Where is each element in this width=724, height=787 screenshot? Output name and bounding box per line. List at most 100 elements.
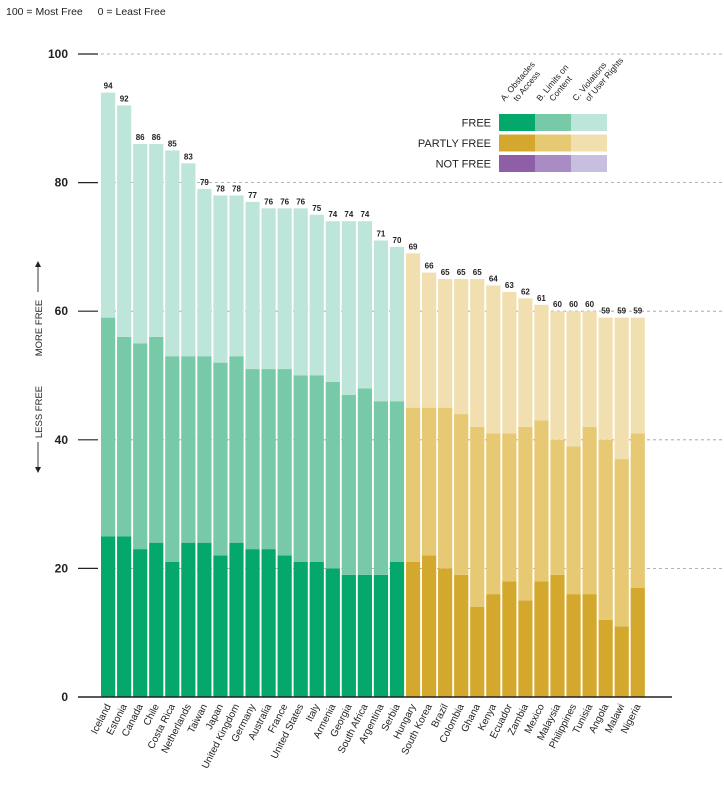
bar-total-label: 74 <box>328 210 337 219</box>
bar-segment <box>325 568 340 697</box>
bar-segment <box>470 279 485 427</box>
bar-segment <box>502 291 517 434</box>
bar-segment <box>422 272 437 408</box>
bar-segment <box>309 214 324 376</box>
y-tick-label: 100 <box>48 47 68 61</box>
bar-segment <box>197 542 212 697</box>
bar-segment <box>534 304 549 421</box>
bar-segment <box>582 311 597 427</box>
bar-segment <box>502 433 517 582</box>
scale-note-most: 100 = Most Free <box>6 6 83 18</box>
bar-segment <box>630 433 645 588</box>
bar-segment <box>101 92 116 318</box>
legend-row-label: FREE <box>462 118 491 130</box>
bar-segment <box>149 542 164 697</box>
bar-segment <box>598 317 613 440</box>
up-arrow-head <box>35 261 41 267</box>
bar-segment <box>229 195 244 357</box>
bar-segment <box>405 561 421 697</box>
bar-segment <box>149 144 164 337</box>
bar-segment <box>245 369 260 550</box>
bar-total-label: 74 <box>344 210 353 219</box>
bar-segment <box>245 201 260 370</box>
bar-segment <box>470 426 485 607</box>
legend-swatch <box>499 155 535 172</box>
bar-total-label: 71 <box>376 229 385 238</box>
bar-segment <box>277 208 292 370</box>
bar-segment <box>405 407 421 562</box>
bar-segment <box>357 388 372 575</box>
bar-segment <box>454 414 469 575</box>
bar-segment <box>117 336 132 537</box>
bar-segment <box>181 542 196 697</box>
bar-segment <box>213 362 228 556</box>
y-tick-label: 60 <box>55 304 69 318</box>
bar-segment <box>261 549 276 697</box>
bar-segment <box>261 208 276 370</box>
bar-segment <box>373 240 389 402</box>
bar-segment <box>566 446 581 595</box>
bar-total-label: 92 <box>120 94 129 103</box>
bar-total-label: 76 <box>264 197 273 206</box>
legend-swatch <box>571 155 607 172</box>
bar-segment <box>277 555 292 697</box>
down-arrow-head <box>35 467 41 473</box>
bar-segment <box>133 549 148 697</box>
bar-total-label: 63 <box>505 281 514 290</box>
bar-segment <box>470 606 485 697</box>
bar-segment <box>486 594 501 697</box>
legend-column-header: C. Violationsof User Rights <box>570 49 625 109</box>
legend-column-header: A. Obstaclesto Access <box>498 60 544 110</box>
legend-column-header: B. Limits onContent <box>534 62 578 109</box>
bar-segment <box>598 619 613 697</box>
bar-total-label: 78 <box>216 184 225 193</box>
y-tick-label: 0 <box>61 690 68 704</box>
bar-segment <box>101 317 116 537</box>
bar-total-label: 65 <box>441 268 450 277</box>
bar-segment <box>502 581 517 697</box>
bar-segment <box>165 150 180 357</box>
side-label-more-free: MORE FREE <box>34 300 45 356</box>
side-label-less-free: LESS FREE <box>34 386 45 438</box>
y-tick-label: 80 <box>55 176 69 190</box>
bar-segment <box>614 459 629 627</box>
bar-total-label: 59 <box>617 307 626 316</box>
y-tick-label: 20 <box>55 561 69 575</box>
bar-segment <box>293 561 308 697</box>
bar-segment <box>341 574 356 697</box>
bar-total-label: 59 <box>601 307 610 316</box>
bar-segment <box>630 587 645 697</box>
legend-row-label: PARTLY FREE <box>418 138 491 150</box>
bar-segment <box>389 246 405 402</box>
bar-total-label: 60 <box>585 300 594 309</box>
legend-row-label: NOT FREE <box>436 159 491 171</box>
y-tick-label: 40 <box>55 433 69 447</box>
bar-segment <box>149 336 164 543</box>
bar-total-label: 76 <box>296 197 305 206</box>
bar-segment <box>133 343 148 550</box>
bar-segment <box>550 574 565 697</box>
bar-segment <box>373 574 389 697</box>
bar-segment <box>405 253 421 408</box>
bar-segment <box>598 439 613 620</box>
bar-segment <box>566 311 581 447</box>
bar-segment <box>357 221 372 389</box>
bar-total-label: 76 <box>280 197 289 206</box>
bar-total-label: 69 <box>409 242 418 251</box>
bar-segment <box>197 356 212 543</box>
bar-total-label: 60 <box>553 300 562 309</box>
bar-segment <box>181 356 196 543</box>
bar-segment <box>325 221 340 382</box>
bar-total-label: 62 <box>521 287 530 296</box>
bar-segment <box>117 536 132 697</box>
bar-total-label: 74 <box>360 210 369 219</box>
bar-segment <box>614 626 629 697</box>
bar-total-label: 77 <box>248 191 257 200</box>
bar-total-label: 64 <box>489 274 498 283</box>
bar-total-label: 85 <box>168 139 177 148</box>
bar-total-label: 65 <box>457 268 466 277</box>
bar-segment <box>389 561 405 697</box>
bar-total-label: 61 <box>537 294 546 303</box>
bar-segment <box>518 298 533 427</box>
bar-segment <box>518 600 533 697</box>
